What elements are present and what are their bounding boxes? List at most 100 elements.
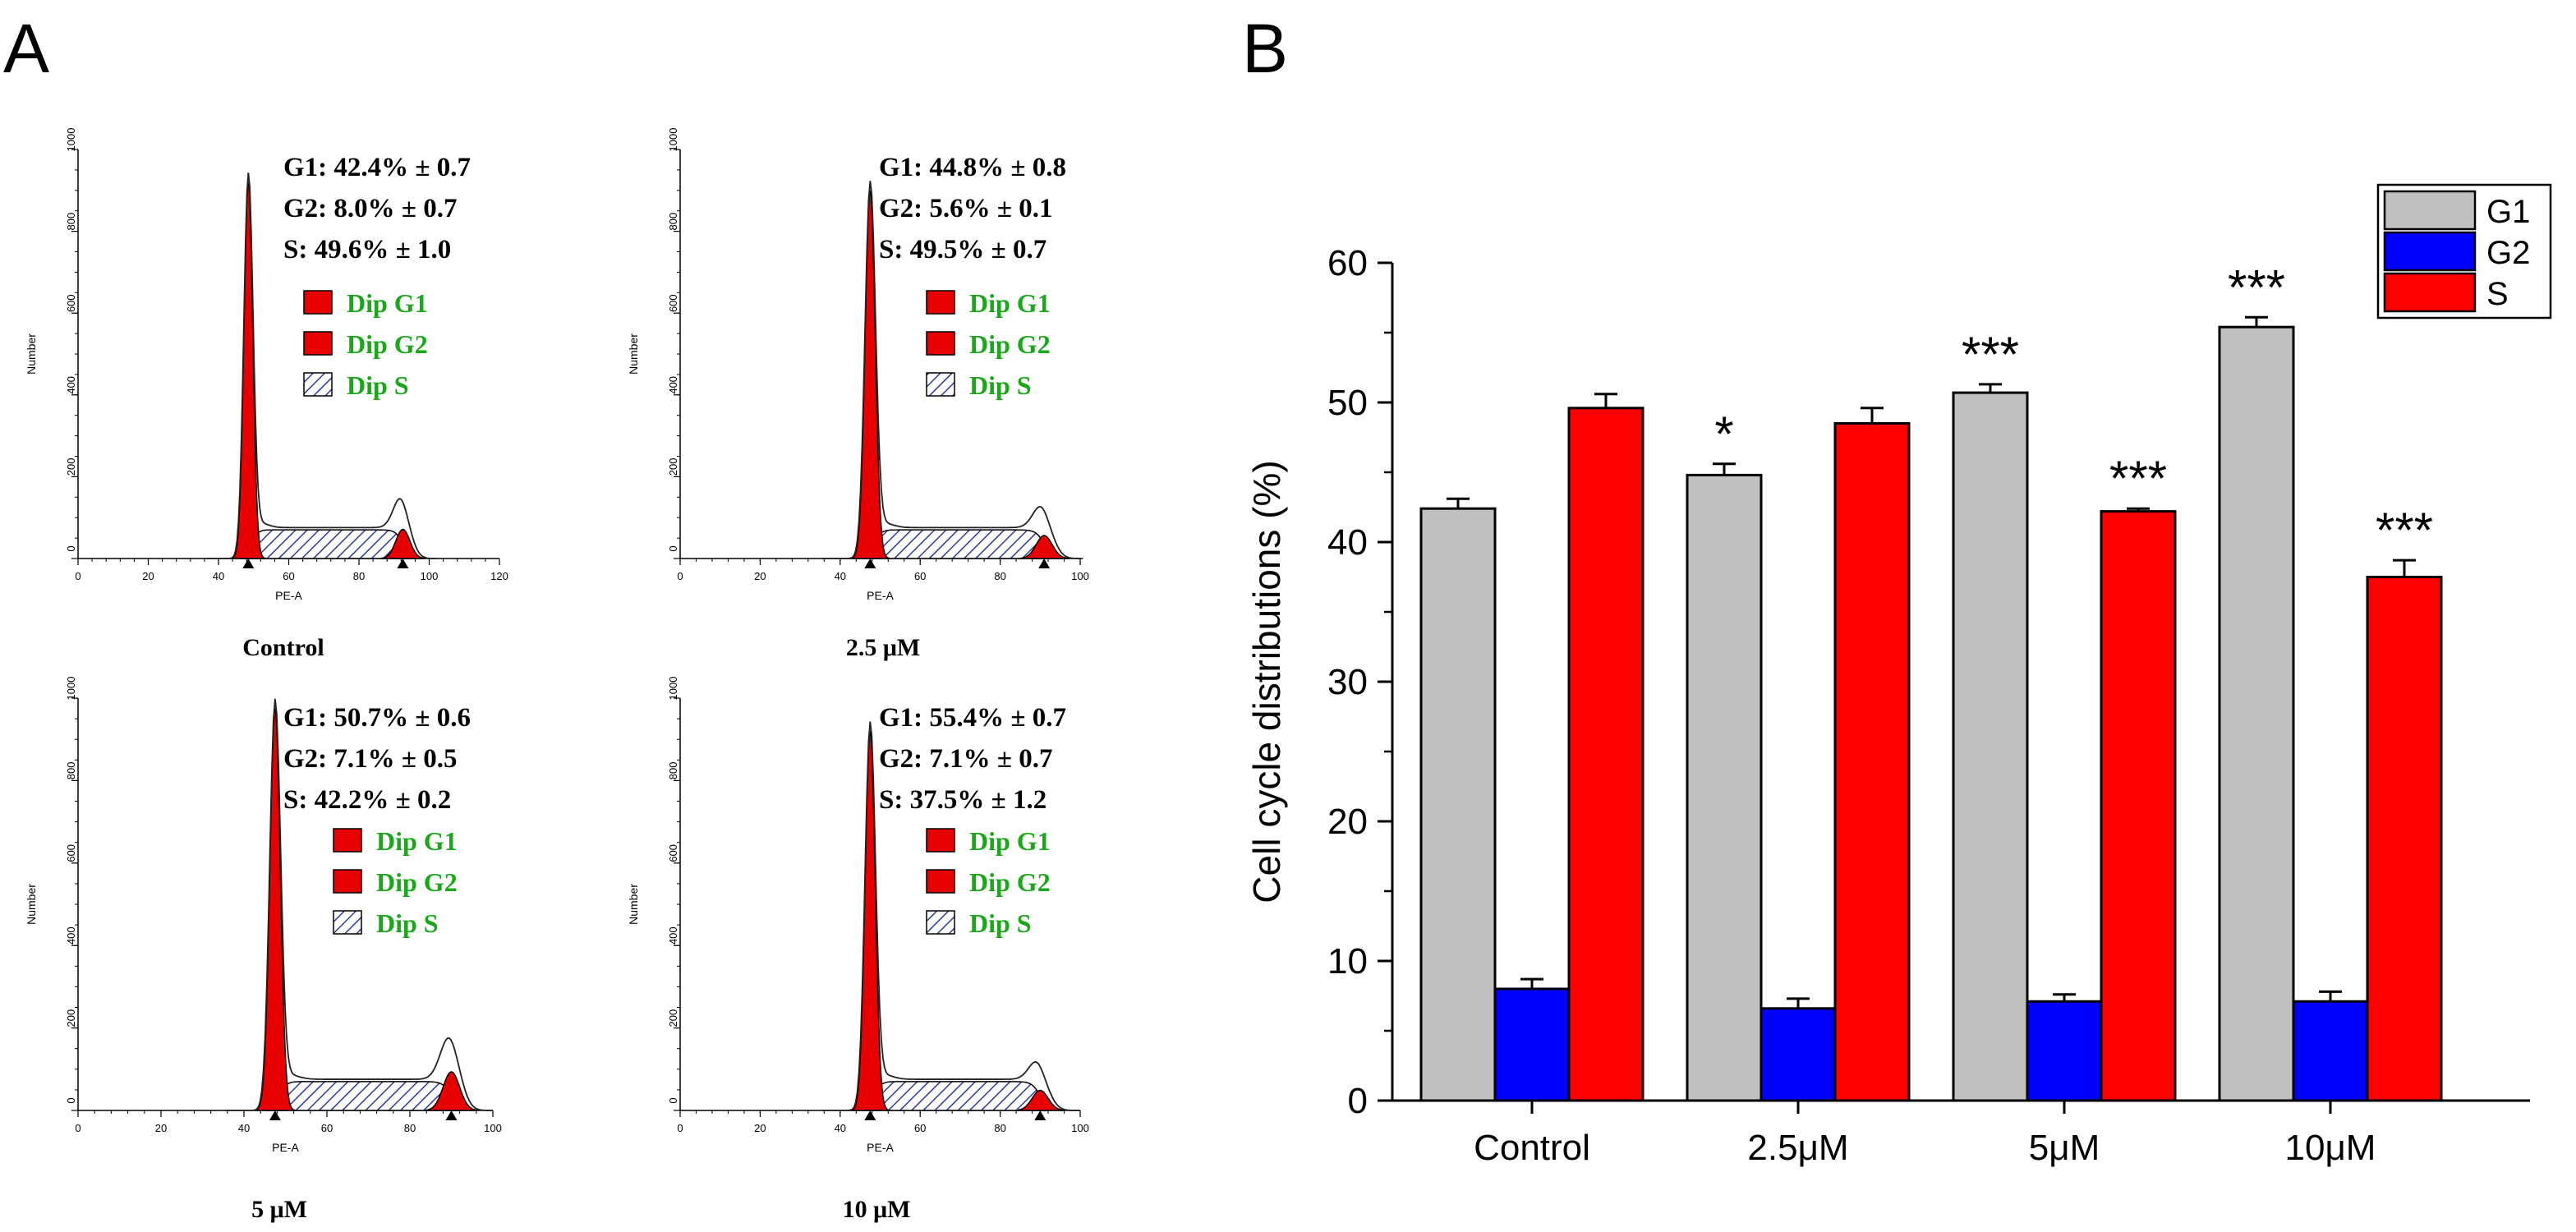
bar-legend-swatch <box>2383 190 2477 231</box>
y-tick-label: 0 <box>65 1097 77 1103</box>
legend-label: Dip G1 <box>969 826 1051 856</box>
s-phase-area <box>241 529 411 559</box>
bar-y-tick-label: 60 <box>1327 243 1368 283</box>
peak-marker <box>242 559 255 568</box>
x-axis-title: PE-A <box>272 1141 299 1154</box>
y-tick-label: 0 <box>65 545 77 551</box>
bar-category-label: 5μM <box>2029 1128 2100 1168</box>
legend-swatch <box>303 372 333 397</box>
x-tick-label: 40 <box>835 1122 846 1134</box>
legend-swatch <box>333 828 362 853</box>
y-tick-label: 1000 <box>667 677 679 701</box>
x-axis-title: PE-A <box>867 589 894 602</box>
legend-swatch <box>303 290 333 315</box>
g2-peak <box>1019 535 1070 559</box>
bar-g2-3 <box>2292 1000 2369 1102</box>
y-tick-label: 0 <box>667 1097 679 1103</box>
legend-swatch <box>333 910 362 935</box>
peak-marker <box>269 1110 281 1120</box>
s-phase-area <box>861 1081 1049 1111</box>
x-tick-label: 20 <box>754 1122 766 1134</box>
x-tick-label: 60 <box>321 1122 333 1134</box>
peak-marker <box>1034 1110 1046 1120</box>
x-tick-label: 100 <box>1071 570 1089 582</box>
measured-histogram-line <box>821 181 1083 559</box>
bar-g1-1 <box>1686 473 1763 1102</box>
histogram-panel-1: 0 200 400 600 800 1000 0 20 40 60 80 100 120 PE-A Numb… <box>25 128 508 661</box>
bar-legend-swatch <box>2383 231 2477 272</box>
legend-swatch <box>926 828 955 853</box>
x-tick-label: 0 <box>75 1122 80 1134</box>
stat-text: G2: 7.1% ± 0.7 <box>879 744 1053 774</box>
y-tick-label: 400 <box>65 926 77 945</box>
g2-peak <box>381 528 425 559</box>
panel-caption: 2.5 μM <box>846 634 920 661</box>
y-tick-label: 600 <box>667 844 679 862</box>
x-tick-label: 0 <box>75 570 80 582</box>
x-tick-label: 100 <box>484 1122 502 1134</box>
bar-category-label: 2.5μM <box>1747 1128 1848 1168</box>
peak-marker <box>445 1110 458 1120</box>
y-axis-title: Number <box>25 333 38 375</box>
y-axis-title: Number <box>627 884 640 925</box>
significance-marker: *** <box>1962 327 2019 382</box>
stat-text: G1: 50.7% ± 0.6 <box>283 703 471 733</box>
y-tick-label: 1000 <box>667 128 679 152</box>
x-axis-title: PE-A <box>275 589 302 602</box>
bar-chart: 0 10 20 30 40 50 60 Cell cycle distributions (%… <box>1245 183 2552 1168</box>
y-tick-label: 800 <box>667 762 679 780</box>
x-tick-label: 40 <box>213 570 224 582</box>
bar-category-label: 10μM <box>2285 1128 2376 1168</box>
bar-g1-3 <box>2218 325 2295 1102</box>
stat-text: S: 42.2% ± 0.2 <box>283 785 451 815</box>
bar-legend-label: S <box>2486 276 2509 312</box>
y-tick-label: 0 <box>667 545 679 551</box>
x-tick-label: 20 <box>155 1122 167 1134</box>
x-tick-label: 120 <box>490 570 508 582</box>
y-tick-label: 600 <box>667 294 679 312</box>
y-tick-label: 200 <box>65 458 77 476</box>
x-tick-label: 80 <box>994 570 1005 582</box>
y-tick-label: 800 <box>667 213 679 231</box>
bar-y-tick-label: 50 <box>1327 383 1368 423</box>
x-tick-label: 0 <box>677 1122 683 1134</box>
histogram-panel-3: 0 200 400 600 800 1000 0 20 40 60 80 100 PE-A Number 5… <box>25 677 502 1223</box>
peak-marker <box>397 559 409 568</box>
stat-text: G2: 7.1% ± 0.5 <box>283 744 458 774</box>
g2-peak <box>1015 1089 1065 1111</box>
legend-swatch <box>926 910 955 935</box>
stat-text: G1: 55.4% ± 0.7 <box>879 703 1066 733</box>
x-tick-label: 20 <box>142 570 154 582</box>
x-axis-title: PE-A <box>867 1141 894 1154</box>
legend-label: Dip G2 <box>347 329 428 359</box>
s-phase-area <box>266 1081 461 1111</box>
legend-swatch <box>926 331 955 356</box>
x-tick-label: 60 <box>914 1122 926 1134</box>
legend-label: Dip G2 <box>376 867 458 897</box>
legend-label: Dip S <box>376 908 439 938</box>
x-tick-label: 80 <box>353 570 365 582</box>
bar-y-tick-label: 40 <box>1327 522 1368 563</box>
legend-swatch <box>926 290 955 315</box>
bar-g2-1 <box>1760 1007 1837 1102</box>
legend-label: Dip G2 <box>969 329 1051 359</box>
stat-text: S: 49.5% ± 0.7 <box>879 235 1046 264</box>
legend-swatch <box>926 372 955 397</box>
x-tick-label: 100 <box>1071 1122 1089 1134</box>
bar-legend-label: G1 <box>2486 194 2530 230</box>
bar-y-tick-label: 10 <box>1327 941 1368 981</box>
y-axis-title: Number <box>627 333 640 375</box>
legend-swatch <box>303 331 333 356</box>
bar-legend-label: G2 <box>2486 235 2530 271</box>
significance-marker: * <box>1714 407 1733 462</box>
panel-b-label: B <box>1242 10 1288 87</box>
legend-label: Dip G1 <box>969 288 1051 318</box>
measured-histogram-line <box>206 172 437 559</box>
panel-caption: 5 μM <box>251 1196 307 1223</box>
measured-histogram-line <box>225 698 493 1111</box>
significance-marker: *** <box>2109 451 2167 506</box>
significance-marker: *** <box>2228 260 2285 315</box>
g1-peak <box>230 182 266 559</box>
s-phase-area <box>861 529 1053 559</box>
